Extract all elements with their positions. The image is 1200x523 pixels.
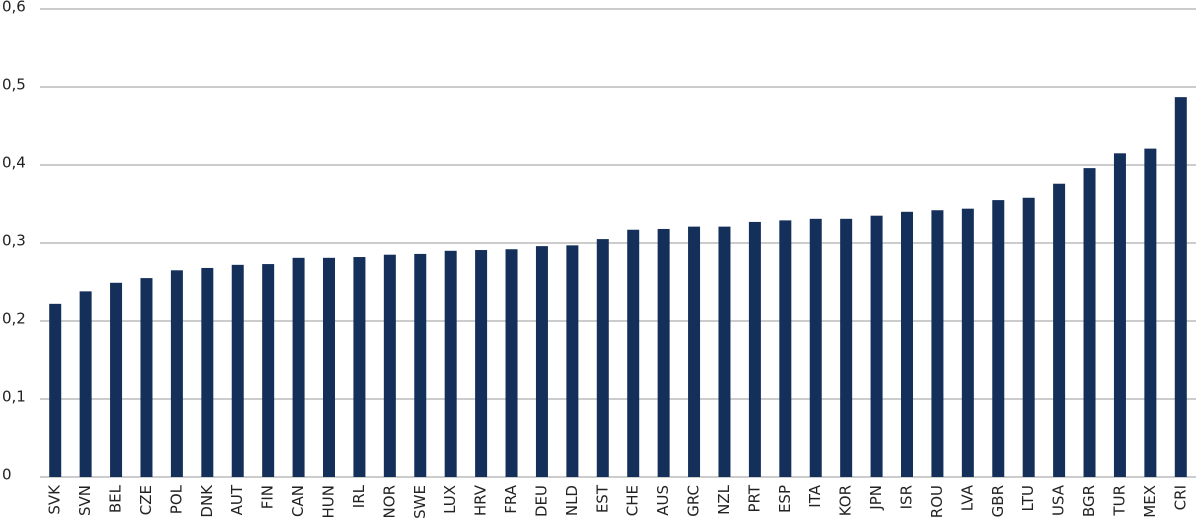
bar (1174, 97, 1187, 477)
x-tick-label: FRA (502, 484, 520, 513)
bar (779, 220, 792, 477)
x-tick-label: LTU (1019, 485, 1037, 511)
x-tick-label: SVN (76, 485, 94, 516)
y-tick-label: 0,2 (2, 310, 26, 328)
bar (809, 218, 822, 477)
bar (383, 254, 396, 477)
y-tick-label: 0,6 (2, 0, 26, 16)
x-tick-label: ISR (898, 485, 916, 509)
bar (110, 282, 123, 477)
x-tick-label: CAN (289, 485, 307, 517)
bar (444, 250, 457, 477)
bar (688, 226, 701, 477)
bar (992, 200, 1005, 477)
bar (323, 257, 335, 477)
x-tick-label: CHE (624, 485, 642, 516)
x-tick-label: KOR (837, 485, 855, 516)
x-tick-label: NZL (715, 484, 733, 514)
bar (475, 250, 488, 477)
bar (292, 257, 305, 477)
bar (1053, 183, 1066, 477)
x-tick-label: POL (167, 484, 185, 514)
bar (1144, 148, 1157, 477)
bar (566, 245, 579, 477)
x-tick-label: FIN (259, 485, 277, 509)
x-tick-label: BEL (107, 484, 125, 513)
y-tick-label: 0,1 (2, 388, 26, 406)
x-tick-label: AUS (654, 485, 672, 516)
bar (535, 246, 548, 477)
bar (1022, 197, 1035, 477)
x-tick-label: CRI (1171, 485, 1189, 510)
bar (748, 221, 761, 477)
bar (840, 218, 853, 477)
bar (140, 278, 153, 477)
bar (170, 270, 183, 477)
x-tick-label: SVK (46, 484, 64, 515)
x-tick-label: DNK (198, 484, 216, 518)
x-tick-label: DEU (532, 485, 550, 517)
x-tick-label: ROU (928, 485, 946, 518)
bar (901, 211, 913, 478)
x-tick-label: AUT (228, 484, 246, 515)
bar (353, 257, 366, 477)
x-tick-label: SWE (411, 485, 429, 519)
y-tick-label: 0,5 (2, 76, 26, 94)
bar (1113, 153, 1126, 478)
y-tick-label: 0 (2, 466, 12, 484)
x-tick-label: ESP (776, 485, 794, 513)
x-tick-label: LUX (441, 485, 459, 514)
bar (201, 267, 214, 477)
y-tick-label: 0,4 (2, 154, 26, 172)
bar (231, 264, 244, 477)
bar (718, 226, 731, 477)
bar (931, 210, 944, 478)
bar (414, 253, 427, 477)
x-tick-label: LVA (958, 484, 976, 511)
x-tick-label: USA (1050, 484, 1068, 516)
x-tick-label: TUR (1110, 485, 1128, 517)
bar (627, 229, 640, 477)
x-tick-label: ITA (806, 484, 824, 507)
x-tick-label: MEX (1141, 485, 1159, 518)
bar (262, 264, 275, 477)
x-tick-label: HUN (320, 485, 338, 518)
bar (1083, 168, 1096, 477)
bar (870, 215, 883, 477)
x-tick-label: GRC (685, 485, 703, 517)
x-tick-label: BGR (1080, 485, 1098, 517)
bar (657, 228, 670, 477)
x-tick-label: GBR (989, 485, 1007, 517)
x-tick-label: JPN (867, 485, 885, 511)
x-tick-label: NOR (380, 485, 398, 518)
x-tick-label: EST (593, 484, 611, 513)
bar (596, 239, 609, 477)
bar (49, 303, 62, 477)
x-tick-label: PRT (745, 484, 763, 512)
x-tick-label: IRL (350, 484, 368, 508)
y-tick-label: 0,3 (2, 232, 26, 250)
bar (79, 291, 92, 477)
bar (961, 208, 974, 477)
bar (505, 249, 518, 477)
x-tick-label: HRV (472, 484, 490, 516)
x-tick-label: CZE (137, 485, 155, 515)
x-tick-label: NLD (563, 485, 581, 516)
